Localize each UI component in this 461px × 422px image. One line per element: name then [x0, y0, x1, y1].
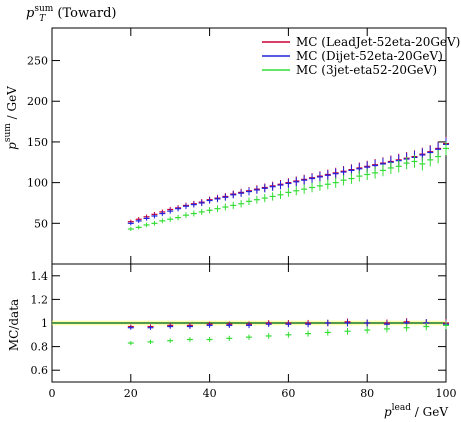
bottom-ylabel: MC/data — [7, 299, 21, 351]
title-sub: T — [39, 14, 46, 24]
title-sup: sum — [34, 4, 53, 14]
ratio-ytick-label: 0.8 — [31, 341, 49, 354]
ratio-ytick-label: 1 — [41, 317, 48, 330]
legend-label-1: MC (Dijet-52eta-20GeV) — [296, 49, 443, 63]
top-ylabel: psum / GeV — [3, 86, 19, 150]
ratio-marks — [127, 318, 449, 346]
xtick-label: 60 — [281, 387, 295, 400]
main-ytick-label: 50 — [34, 217, 48, 230]
ratio-ytick-label: 1.4 — [31, 270, 49, 283]
ratio-ytick-label: 0.6 — [31, 364, 49, 377]
legend-label-0: MC (LeadJet-52eta-20GeV) — [296, 35, 460, 49]
main-ticks: 50 100 150 200 250 — [27, 28, 447, 264]
main-marks — [127, 136, 449, 232]
ratio-ytick-label: 1.2 — [31, 293, 49, 306]
ratio-ticks: 0.6 0.8 1 1.2 1.4 0 20 40 60 80 100 — [31, 264, 457, 400]
xtick-label: 40 — [203, 387, 217, 400]
legend: MC (LeadJet-52eta-20GeV)MC (Dijet-52eta-… — [262, 35, 460, 77]
xtick-label: 0 — [49, 387, 56, 400]
xtick-label: 80 — [360, 387, 374, 400]
main-ytick-label: 100 — [27, 177, 48, 190]
top-ylabel-suffix: / GeV — [5, 86, 19, 123]
top-ylabel-sup: sum — [3, 123, 13, 142]
main-ytick-label: 250 — [27, 55, 48, 68]
xlabel-sup: lead — [392, 403, 412, 413]
xlabel: plead / GeV — [384, 403, 448, 419]
title-suffix: (Toward) — [53, 6, 116, 21]
plot-title: psum T (Toward) — [26, 4, 116, 24]
xtick-label: 100 — [436, 387, 457, 400]
legend-label-2: MC (3jet-eta52-20GeV) — [296, 63, 437, 77]
xtick-label: 20 — [124, 387, 138, 400]
main-ytick-label: 200 — [27, 95, 48, 108]
title-p: p — [26, 6, 35, 21]
top-ylabel-p: p — [5, 142, 19, 150]
xlabel-p: p — [384, 405, 392, 419]
main-ytick-label: 150 — [27, 136, 48, 149]
xlabel-suffix: / GeV — [411, 405, 448, 419]
